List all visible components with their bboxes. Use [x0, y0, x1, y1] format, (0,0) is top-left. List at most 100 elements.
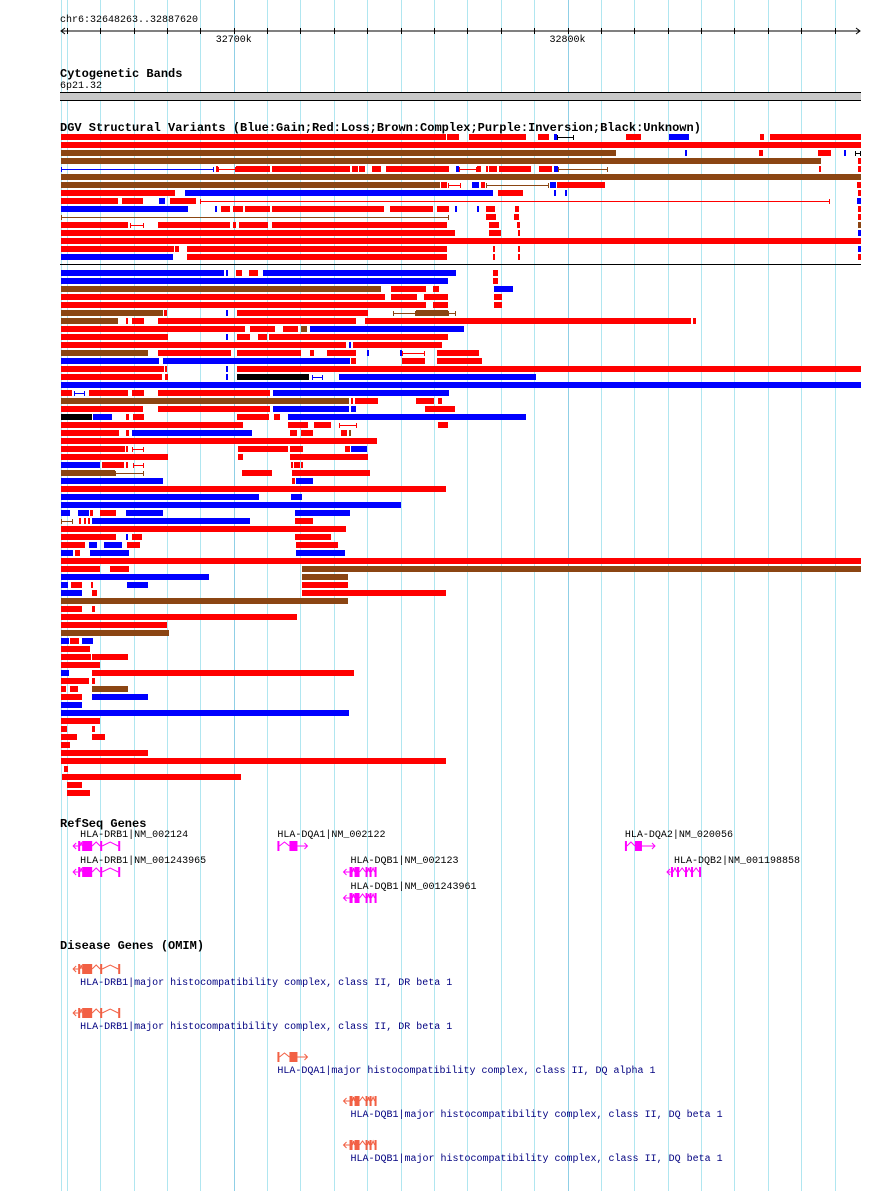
cytoband-track-title[interactable]: Cytogenetic Bands: [60, 67, 183, 81]
structural-variant-loss[interactable]: [71, 582, 82, 588]
structural-variant-loss[interactable]: [489, 166, 497, 172]
structural-variant-loss[interactable]: [858, 214, 861, 220]
structural-variant-loss[interactable]: [518, 254, 520, 260]
structural-variant-span[interactable]: [558, 169, 608, 170]
structural-variant-loss[interactable]: [693, 318, 696, 324]
omim-gene-label[interactable]: HLA-DQB1|major histocompatibility comple…: [350, 1110, 723, 1121]
structural-variant-loss[interactable]: [61, 454, 168, 460]
structural-variant-span[interactable]: [130, 225, 144, 226]
structural-variant-loss[interactable]: [486, 166, 488, 172]
structural-variant-loss[interactable]: [302, 582, 348, 588]
structural-variant-loss[interactable]: [438, 398, 442, 404]
structural-variant-loss[interactable]: [858, 158, 861, 164]
structural-variant-loss[interactable]: [238, 446, 288, 452]
structural-variant-loss[interactable]: [158, 350, 231, 356]
structural-variant-gain[interactable]: [669, 134, 689, 140]
structural-variant-complex[interactable]: [416, 310, 448, 316]
structural-variant-gain[interactable]: [61, 510, 70, 516]
structural-variant-loss[interactable]: [269, 334, 448, 340]
structural-variant-loss[interactable]: [61, 614, 297, 620]
structural-variant-loss[interactable]: [237, 414, 269, 420]
structural-variant-loss[interactable]: [386, 166, 449, 172]
structural-variant-loss[interactable]: [70, 638, 79, 644]
structural-variant-loss[interactable]: [245, 206, 270, 212]
structural-variant-gain[interactable]: [349, 342, 351, 348]
structural-variant-loss[interactable]: [518, 246, 520, 252]
structural-variant-loss[interactable]: [858, 166, 861, 172]
structural-variant-gain[interactable]: [477, 206, 479, 212]
structural-variant-gain[interactable]: [61, 638, 69, 644]
structural-variant-gain[interactable]: [273, 390, 449, 396]
structural-variant-gain[interactable]: [132, 430, 252, 436]
structural-variant-loss[interactable]: [493, 278, 498, 284]
structural-variant-gain[interactable]: [226, 374, 228, 380]
structural-variant-loss[interactable]: [61, 190, 175, 196]
structural-variant-loss[interactable]: [237, 310, 368, 316]
structural-variant-span[interactable]: [132, 449, 144, 450]
refseq-gene-label[interactable]: HLA-DRB1|NM_001243965: [80, 856, 207, 867]
structural-variant-gain[interactable]: [226, 366, 228, 372]
structural-variant-loss[interactable]: [61, 742, 70, 748]
structural-variant-gain[interactable]: [92, 694, 148, 700]
structural-variant-loss[interactable]: [64, 766, 68, 772]
structural-variant-gain[interactable]: [61, 358, 159, 364]
structural-variant-complex[interactable]: [302, 566, 861, 572]
structural-variant-complex[interactable]: [61, 286, 381, 292]
structural-variant-span[interactable]: [61, 521, 73, 522]
structural-variant-loss[interactable]: [61, 334, 168, 340]
structural-variant-loss[interactable]: [61, 422, 243, 428]
structural-variant-gain[interactable]: [215, 206, 217, 212]
structural-variant-loss[interactable]: [61, 526, 346, 532]
ruler[interactable]: [0, 0, 890, 60]
structural-variant-span[interactable]: [74, 393, 85, 394]
structural-variant-loss[interactable]: [67, 790, 90, 796]
structural-variant-span[interactable]: [402, 353, 425, 354]
refseq-track-title[interactable]: RefSeq Genes: [60, 817, 147, 831]
structural-variant-loss[interactable]: [61, 566, 100, 572]
structural-variant-loss[interactable]: [481, 182, 485, 188]
structural-variant-loss[interactable]: [132, 318, 144, 324]
structural-variant-loss[interactable]: [170, 198, 196, 204]
structural-variant-loss[interactable]: [61, 686, 66, 692]
structural-variant-loss[interactable]: [301, 462, 303, 468]
structural-variant-loss[interactable]: [302, 590, 446, 596]
structural-variant-loss[interactable]: [61, 726, 67, 732]
structural-variant-gain[interactable]: [185, 190, 493, 196]
structural-variant-gain[interactable]: [104, 542, 122, 548]
structural-variant-loss[interactable]: [857, 182, 861, 188]
structural-variant-loss[interactable]: [67, 782, 82, 788]
structural-variant-loss[interactable]: [61, 534, 116, 540]
structural-variant-loss[interactable]: [424, 294, 448, 300]
structural-variant-complex[interactable]: [61, 182, 440, 188]
structural-variant-loss[interactable]: [557, 182, 605, 188]
structural-variant-complex[interactable]: [61, 350, 148, 356]
omim-gene-label[interactable]: HLA-DQA1|major histocompatibility comple…: [277, 1066, 656, 1077]
structural-variant-loss[interactable]: [372, 166, 381, 172]
structural-variant-loss[interactable]: [295, 534, 331, 540]
structural-variant-loss[interactable]: [70, 686, 78, 692]
structural-variant-loss[interactable]: [489, 230, 501, 236]
structural-variant-span[interactable]: [61, 169, 214, 170]
structural-variant-loss[interactable]: [158, 222, 230, 228]
structural-variant-gain[interactable]: [90, 550, 129, 556]
omim-track-title[interactable]: Disease Genes (OMIM): [60, 939, 205, 953]
structural-variant-loss[interactable]: [416, 398, 434, 404]
cytoband-6p21-32[interactable]: [60, 92, 861, 101]
structural-variant-gain[interactable]: [61, 550, 73, 556]
structural-variant-span[interactable]: [61, 217, 449, 218]
structural-variant-loss[interactable]: [61, 406, 143, 412]
structural-variant-span[interactable]: [448, 313, 456, 314]
structural-variant-loss[interactable]: [290, 430, 297, 436]
structural-variant-loss[interactable]: [242, 470, 272, 476]
structural-variant-loss[interactable]: [469, 134, 526, 140]
structural-variant-complex[interactable]: [92, 686, 128, 692]
structural-variant-gain[interactable]: [296, 550, 345, 556]
structural-variant-gain[interactable]: [61, 478, 163, 484]
structural-variant-gain[interactable]: [92, 518, 250, 524]
structural-variant-loss[interactable]: [517, 222, 520, 228]
structural-variant-loss[interactable]: [493, 254, 495, 260]
structural-variant-loss[interactable]: [110, 566, 129, 572]
